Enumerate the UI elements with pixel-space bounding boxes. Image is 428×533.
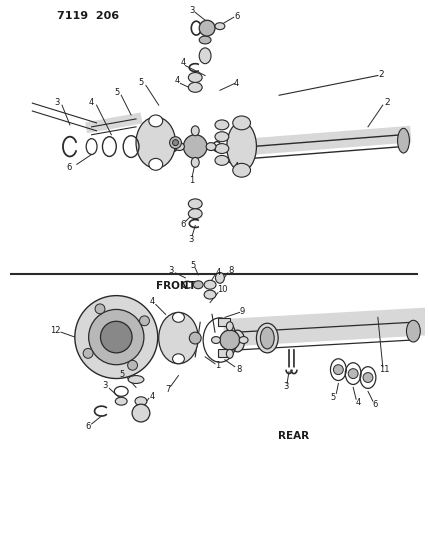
Text: 12: 12	[50, 326, 60, 335]
Circle shape	[169, 136, 181, 149]
Ellipse shape	[191, 157, 199, 167]
Text: 3: 3	[168, 266, 173, 276]
Ellipse shape	[188, 209, 202, 219]
Text: 6: 6	[234, 12, 239, 21]
Ellipse shape	[175, 143, 184, 150]
Ellipse shape	[172, 354, 184, 364]
Ellipse shape	[215, 272, 224, 283]
Ellipse shape	[193, 281, 203, 289]
Ellipse shape	[204, 290, 216, 299]
Text: 5: 5	[115, 88, 120, 97]
Circle shape	[172, 140, 178, 146]
Ellipse shape	[188, 83, 202, 92]
Circle shape	[128, 360, 137, 370]
Text: 1: 1	[189, 176, 194, 184]
Text: 5: 5	[190, 261, 196, 270]
Ellipse shape	[256, 323, 278, 353]
Text: 6: 6	[181, 220, 186, 229]
Text: 3: 3	[189, 235, 194, 244]
Text: 1: 1	[215, 361, 220, 370]
Text: 6: 6	[85, 422, 90, 431]
Bar	[242, 139, 256, 155]
Ellipse shape	[239, 336, 248, 343]
Circle shape	[189, 332, 201, 344]
Text: REAR: REAR	[278, 431, 309, 441]
Circle shape	[184, 135, 207, 158]
Text: 11: 11	[380, 365, 390, 374]
Circle shape	[220, 330, 240, 350]
Text: 2: 2	[378, 70, 383, 79]
Ellipse shape	[128, 376, 144, 383]
Text: FRONT: FRONT	[155, 281, 196, 291]
Text: 4: 4	[234, 79, 239, 88]
Circle shape	[89, 310, 144, 365]
Circle shape	[83, 349, 93, 358]
Ellipse shape	[260, 327, 274, 349]
Ellipse shape	[211, 336, 220, 343]
Circle shape	[333, 365, 343, 375]
Text: 6: 6	[372, 400, 377, 409]
Text: 7119  206: 7119 206	[57, 11, 119, 21]
Text: 4: 4	[356, 398, 361, 407]
Ellipse shape	[172, 312, 184, 322]
Text: 3: 3	[103, 381, 108, 390]
Text: 4: 4	[175, 76, 180, 85]
Text: 6: 6	[66, 163, 71, 172]
Ellipse shape	[398, 128, 410, 153]
Bar	[218, 349, 230, 357]
Ellipse shape	[215, 143, 229, 154]
Ellipse shape	[135, 397, 147, 406]
Ellipse shape	[231, 330, 244, 352]
Circle shape	[199, 20, 215, 36]
Ellipse shape	[199, 48, 211, 63]
Ellipse shape	[204, 280, 216, 289]
Ellipse shape	[188, 199, 202, 209]
Ellipse shape	[227, 122, 256, 171]
Ellipse shape	[226, 350, 233, 358]
Ellipse shape	[215, 120, 229, 130]
Ellipse shape	[199, 36, 211, 44]
Circle shape	[101, 321, 132, 353]
Text: 8: 8	[236, 365, 241, 374]
Circle shape	[132, 404, 150, 422]
Text: 4: 4	[149, 297, 155, 306]
Text: 2: 2	[384, 98, 389, 107]
Text: 3: 3	[283, 382, 289, 391]
Circle shape	[348, 369, 358, 378]
Ellipse shape	[215, 156, 229, 165]
Text: 5: 5	[331, 393, 336, 402]
Text: 3: 3	[190, 6, 195, 15]
Circle shape	[95, 304, 105, 314]
Text: 4: 4	[215, 269, 220, 277]
Ellipse shape	[188, 72, 202, 83]
Circle shape	[140, 316, 149, 326]
Text: 5: 5	[119, 370, 125, 379]
Text: 7: 7	[165, 385, 170, 394]
Ellipse shape	[191, 126, 199, 136]
Ellipse shape	[215, 23, 225, 30]
Ellipse shape	[233, 116, 250, 130]
Ellipse shape	[149, 115, 163, 127]
Circle shape	[75, 296, 158, 378]
Ellipse shape	[149, 158, 163, 170]
Ellipse shape	[226, 322, 233, 330]
Ellipse shape	[115, 397, 127, 405]
Text: 10: 10	[217, 285, 227, 294]
Text: 9: 9	[240, 307, 245, 316]
Text: 4: 4	[149, 392, 155, 401]
Ellipse shape	[407, 320, 420, 342]
Text: 3: 3	[54, 98, 60, 107]
Circle shape	[363, 373, 373, 383]
Ellipse shape	[159, 312, 198, 364]
Ellipse shape	[215, 132, 229, 142]
Text: 4: 4	[234, 162, 239, 171]
Ellipse shape	[233, 163, 250, 177]
Text: 5: 5	[138, 78, 143, 87]
Text: 8: 8	[228, 266, 233, 276]
Ellipse shape	[206, 143, 216, 150]
Bar	[218, 318, 230, 326]
Ellipse shape	[136, 117, 175, 168]
Text: 4: 4	[89, 98, 94, 107]
Text: 4: 4	[181, 58, 186, 67]
